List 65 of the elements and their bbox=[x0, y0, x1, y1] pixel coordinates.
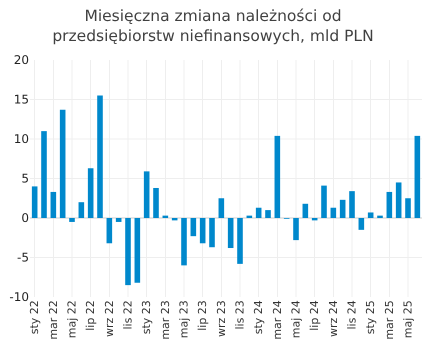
bar bbox=[256, 208, 262, 218]
bar bbox=[302, 204, 308, 218]
y-tick-label: 0 bbox=[21, 211, 29, 226]
bar bbox=[41, 131, 47, 218]
bar bbox=[134, 218, 140, 283]
bar bbox=[125, 218, 131, 286]
y-tick-label: 10 bbox=[14, 132, 29, 146]
bar bbox=[349, 191, 355, 218]
x-tick-label: mar 22 bbox=[46, 300, 60, 340]
chart-title: Miesięczna zmiana należności od przedsiębiorstw niefinansowych, mld PLN bbox=[52, 6, 374, 45]
bar bbox=[78, 202, 84, 218]
x-tick-label: mar 25 bbox=[382, 300, 396, 340]
x-tick-label: sty 22 bbox=[28, 300, 42, 334]
bar bbox=[405, 198, 411, 218]
x-tick-label: maj 23 bbox=[178, 300, 191, 338]
bar bbox=[228, 218, 234, 248]
x-tick-label: sty 24 bbox=[252, 300, 266, 334]
bar bbox=[358, 218, 364, 230]
bar bbox=[116, 218, 122, 222]
x-tick-label: maj 24 bbox=[290, 300, 303, 338]
bar bbox=[330, 208, 336, 218]
bar bbox=[237, 218, 243, 264]
bar bbox=[181, 218, 187, 266]
y-tick-label: 15 bbox=[14, 92, 29, 107]
x-tick-label: lis 23 bbox=[234, 300, 247, 330]
x-tick-label: sty 25 bbox=[364, 300, 378, 334]
bar bbox=[88, 168, 94, 218]
x-tick-label: wrz 23 bbox=[214, 300, 228, 337]
x-tick-label: mar 23 bbox=[158, 300, 172, 340]
x-tick-label: mar 24 bbox=[270, 300, 284, 340]
bar bbox=[69, 218, 75, 222]
bar bbox=[106, 218, 112, 244]
x-tick-label: lis 24 bbox=[346, 300, 359, 330]
bar bbox=[321, 186, 327, 218]
bar bbox=[50, 192, 56, 218]
x-tick-label: maj 22 bbox=[66, 300, 79, 338]
bar bbox=[190, 218, 196, 236]
bar bbox=[144, 171, 150, 218]
bar bbox=[340, 200, 346, 218]
bar bbox=[293, 218, 299, 240]
x-tick-label: maj 25 bbox=[402, 300, 415, 338]
bar bbox=[274, 136, 280, 218]
x-tick-label: wrz 22 bbox=[102, 300, 116, 337]
x-tick-label: wrz 24 bbox=[326, 300, 340, 337]
bar bbox=[60, 110, 66, 218]
y-tick-label: 20 bbox=[14, 53, 29, 68]
bar bbox=[209, 218, 215, 248]
bar bbox=[386, 192, 392, 218]
bar bbox=[218, 198, 224, 218]
bar bbox=[368, 212, 374, 218]
x-tick-label: lis 22 bbox=[122, 300, 135, 330]
x-tick-label: lip 24 bbox=[308, 300, 322, 331]
bar bbox=[97, 96, 103, 218]
bar bbox=[153, 188, 159, 218]
x-tick-label: sty 23 bbox=[140, 300, 154, 334]
x-tick-label: lip 23 bbox=[196, 300, 210, 331]
bar bbox=[200, 218, 206, 244]
x-tick-label: lip 22 bbox=[84, 300, 98, 331]
bar bbox=[32, 186, 38, 218]
bar bbox=[265, 210, 271, 218]
y-tick-label: -10 bbox=[9, 290, 29, 304]
bar bbox=[414, 136, 420, 218]
bar bbox=[396, 182, 402, 218]
y-tick-label: -5 bbox=[17, 250, 29, 265]
y-tick-label: 5 bbox=[21, 172, 29, 186]
